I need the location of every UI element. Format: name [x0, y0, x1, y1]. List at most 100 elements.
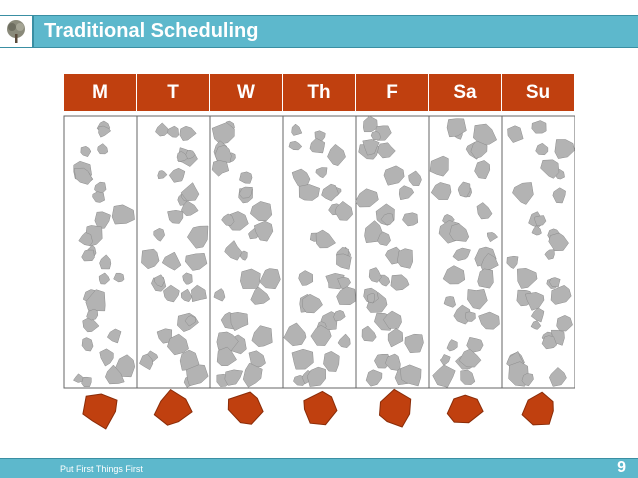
small-rock-icon — [224, 240, 243, 261]
small-rock-icon — [467, 289, 488, 310]
small-rock-icon — [541, 335, 558, 350]
small-rock-icon — [251, 325, 273, 347]
small-rock-icon — [99, 348, 114, 367]
big-rock-icon — [227, 391, 264, 425]
small-rock-icon — [355, 188, 379, 208]
small-rock-icon — [291, 348, 314, 370]
small-rock-icon — [250, 201, 273, 222]
small-rock-icon — [92, 191, 105, 203]
small-rock-icon — [163, 284, 180, 303]
small-rock-icon — [78, 232, 93, 246]
small-rock-icon — [73, 167, 93, 185]
small-rock-icon — [180, 182, 200, 202]
small-rock-icon — [106, 328, 122, 344]
small-rock-icon — [382, 310, 402, 329]
small-rock-icon — [239, 171, 253, 184]
small-rock-icon — [531, 225, 542, 236]
small-rock-icon — [370, 130, 381, 141]
small-rock-icon — [153, 228, 165, 242]
small-rock-icon — [211, 160, 230, 177]
logo — [0, 16, 34, 47]
small-rock-icon — [176, 151, 189, 163]
small-rock-icon — [115, 354, 136, 378]
small-rock-icon — [470, 140, 488, 159]
small-rock-icon — [213, 288, 226, 302]
day-column — [63, 115, 138, 389]
day-header-fri: F — [356, 74, 429, 111]
small-rock-icon — [380, 213, 394, 226]
small-rock-icon — [521, 373, 534, 387]
small-rock-icon — [211, 122, 235, 145]
small-rock-icon — [366, 293, 375, 304]
small-rock-icon — [429, 155, 449, 177]
small-rock-icon — [306, 366, 326, 387]
small-rock-icon — [534, 215, 547, 226]
small-rock-icon — [184, 315, 196, 327]
small-rock-icon — [230, 312, 249, 332]
small-rock-icon — [302, 293, 323, 314]
small-rock-icon — [325, 273, 345, 290]
small-rock-icon — [480, 252, 499, 271]
small-rock-icon — [397, 248, 413, 269]
small-rock-icon — [333, 310, 346, 322]
day-header-sun: Su — [502, 74, 574, 111]
small-rock-icon — [113, 272, 125, 283]
small-rock-icon — [439, 354, 451, 366]
small-rock-icon — [182, 272, 193, 285]
small-rock-icon — [238, 186, 253, 199]
small-rock-icon — [446, 118, 467, 138]
small-rock-icon — [362, 139, 380, 156]
small-rock-icon — [240, 268, 261, 289]
small-rock-icon — [408, 170, 422, 186]
small-rock-icon — [185, 149, 196, 160]
small-rock-icon — [248, 350, 266, 368]
small-rock-icon — [337, 333, 351, 348]
small-rock-icon — [336, 253, 352, 270]
small-rock-icon — [361, 325, 377, 342]
small-rock-icon — [141, 248, 160, 270]
small-rock-icon — [259, 268, 281, 290]
small-rock-icon — [336, 286, 356, 305]
small-rock-icon — [446, 339, 458, 352]
small-rock-icon — [478, 311, 500, 330]
small-rock-icon — [550, 285, 572, 305]
small-rock-icon — [368, 267, 382, 283]
small-rock-icon — [390, 274, 410, 291]
small-rock-icon — [288, 140, 303, 151]
small-rock-icon — [291, 123, 303, 136]
small-rock-icon — [80, 146, 92, 158]
big-rock-icon — [153, 388, 193, 426]
small-rock-icon — [85, 289, 106, 312]
small-rock-icon — [554, 139, 575, 159]
footer-bar: Put First Things First 9 — [0, 458, 638, 478]
small-rock-icon — [315, 229, 336, 249]
small-rock-icon — [81, 337, 94, 352]
small-rock-icon — [531, 120, 547, 134]
small-rock-icon — [449, 223, 470, 242]
day-header-sat: Sa — [429, 74, 502, 111]
small-rock-icon — [465, 311, 476, 322]
small-rock-icon — [167, 333, 189, 356]
small-rock-icon — [512, 182, 534, 205]
small-rock-icon — [153, 274, 165, 288]
small-rock-icon — [81, 249, 95, 262]
small-rock-icon — [432, 364, 456, 388]
small-rock-icon — [242, 362, 263, 388]
small-rock-icon — [168, 167, 186, 183]
small-rock-icon — [473, 123, 498, 146]
small-rock-icon — [460, 369, 476, 385]
small-rock-icon — [400, 364, 422, 387]
small-rock-icon — [458, 348, 482, 368]
small-rock-icon — [430, 182, 452, 200]
small-rock-icon — [191, 284, 207, 303]
small-rock-icon — [466, 337, 484, 353]
small-rock-icon — [94, 211, 111, 229]
small-rock-icon — [310, 324, 332, 346]
small-rock-icon — [548, 232, 569, 252]
small-rock-icon — [315, 167, 328, 179]
day-header-mon: M — [64, 74, 137, 111]
small-rock-icon — [552, 187, 566, 204]
small-rock-icon — [73, 373, 85, 383]
small-rock-icon — [327, 143, 346, 166]
small-rock-icon — [81, 376, 92, 387]
